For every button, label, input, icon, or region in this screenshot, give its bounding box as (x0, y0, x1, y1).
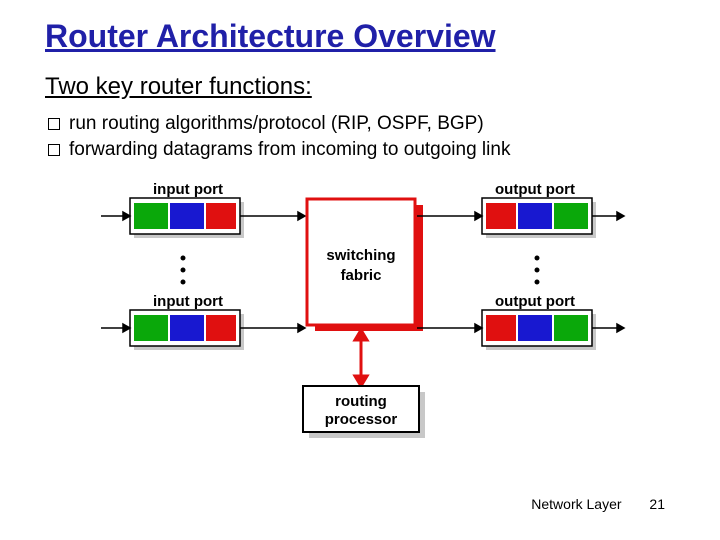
ellipsis-dot (180, 280, 185, 285)
ellipsis-dot (180, 268, 185, 273)
port-seg-red (486, 203, 516, 229)
port-seg-blue (518, 315, 552, 341)
footer-text: Network Layer (531, 496, 621, 512)
ellipsis-dot (534, 280, 539, 285)
input-port-label: input port (153, 293, 223, 310)
ellipsis-dot (534, 256, 539, 261)
port-seg-green (554, 315, 588, 341)
input-port-label: input port (153, 181, 223, 198)
port-seg-red (206, 315, 236, 341)
port-seg-blue (170, 315, 204, 341)
slide-title: Router Architecture Overview (45, 18, 680, 55)
bullet-list: run routing algorithms/protocol (RIP, OS… (45, 111, 680, 162)
port-seg-green (554, 203, 588, 229)
port-seg-red (206, 203, 236, 229)
port-seg-blue (170, 203, 204, 229)
arrow-in-top-right (417, 212, 482, 220)
ellipsis-dot (534, 268, 539, 273)
port-seg-green (134, 315, 168, 341)
arrow-out-bottom-left (240, 324, 305, 332)
list-item: run routing algorithms/protocol (RIP, OS… (45, 111, 680, 137)
processor-label: routing (335, 393, 387, 410)
arrow-in-top-left (101, 212, 130, 220)
slide-footer: Network Layer 21 (531, 496, 665, 512)
output-port-label: output port (495, 181, 575, 198)
arrow-out-bottom-right (592, 324, 624, 332)
port-seg-red (486, 315, 516, 341)
port-seg-green (134, 203, 168, 229)
processor-label: processor (324, 411, 397, 428)
output-port-label: output port (495, 293, 575, 310)
arrow-in-bottom-left (101, 324, 130, 332)
switching-label: switching (326, 247, 395, 264)
arrow-in-bottom-right (417, 324, 482, 332)
double-arrow (355, 330, 367, 386)
page-number: 21 (649, 496, 665, 512)
slide-subtitle: Two key router functions: (45, 73, 680, 101)
switching-label: fabric (340, 267, 381, 284)
list-item: forwarding datagrams from incoming to ou… (45, 137, 680, 163)
arrow-out-top-left (240, 212, 305, 220)
port-seg-blue (518, 203, 552, 229)
ellipsis-dot (180, 256, 185, 261)
router-diagram: input port input port (45, 176, 680, 471)
arrow-out-top-right (592, 212, 624, 220)
